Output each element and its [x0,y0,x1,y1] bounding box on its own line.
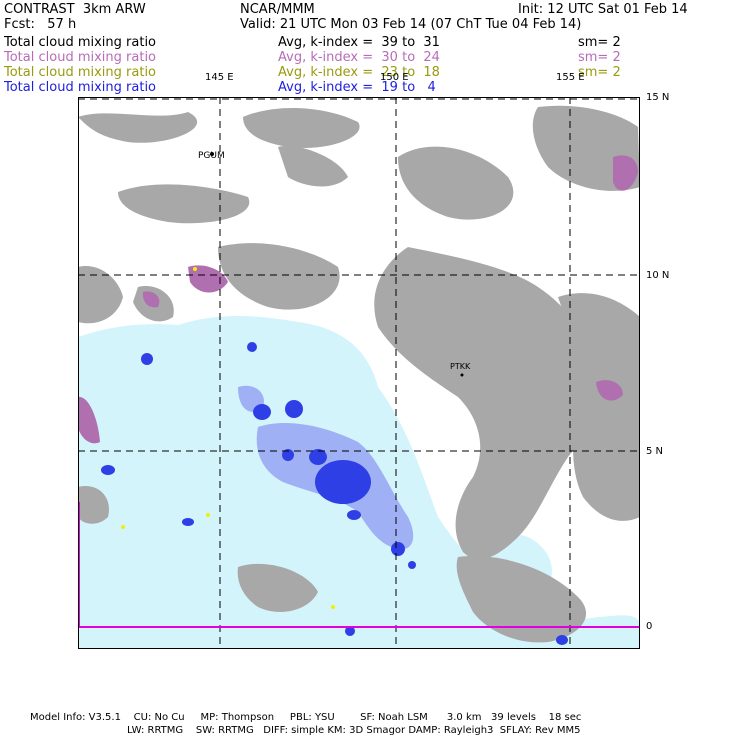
station-marker-ptkk [460,373,464,377]
station-label-pgum: PGUM [198,151,225,161]
dark-blue-cloud-layer [101,342,568,645]
lat-lon-grid [78,97,640,649]
station-label-ptkk: PTKK [450,362,471,371]
legend-range-1: Avg, k-index = 39 to 31 [278,35,440,50]
lon-label-145: 145 E [205,72,234,83]
lat-label-0: 0 [646,621,653,632]
model-title: CONTRAST 3km ARW [4,2,146,17]
magenta-cloud-layer [78,155,638,444]
legend-field-2: Total cloud mixing ratio [4,50,157,65]
legend-range-4: Avg, k-index = 19 to 4 [278,80,436,95]
model-info-line-2: LW: RRTMG SW: RRTMG DIFF: simple KM: 3D … [127,725,581,736]
lon-label-155: 155 E [556,72,585,83]
lat-label-5: 5 N [646,446,664,457]
legend-sm-1: sm= 2 [578,35,621,50]
legend-sm-2: sm= 2 [578,50,621,65]
legend-sm-3: sm= 2 [578,65,621,80]
map-frame [78,97,640,649]
legend-range-2: Avg, k-index = 30 to 24 [278,50,440,65]
legend-field-1: Total cloud mixing ratio [4,35,157,50]
legend-field-3: Total cloud mixing ratio [4,65,157,80]
init-time: Init: 12 UTC Sat 01 Feb 14 [518,2,688,17]
cloud-map [78,97,640,649]
org-label: NCAR/MMM [240,2,315,17]
yellow-cloud-layer [121,267,335,609]
lat-label-10: 10 N [646,270,670,281]
lat-label-15: 15 N [646,92,670,103]
forecast-hour: Fcst: 57 h [4,17,77,32]
model-info-line-1: Model Info: V3.5.1 CU: No Cu MP: Thompso… [30,712,582,723]
lon-label-150: 150 E [380,72,409,83]
valid-time: Valid: 21 UTC Mon 03 Feb 14 (07 ChT Tue … [240,17,582,32]
legend-field-4: Total cloud mixing ratio [4,80,157,95]
station-marker-pgum [210,152,214,156]
legend-range-3: Avg, k-index = 23 to 18 [278,65,440,80]
gray-cloud-layer [78,105,640,643]
